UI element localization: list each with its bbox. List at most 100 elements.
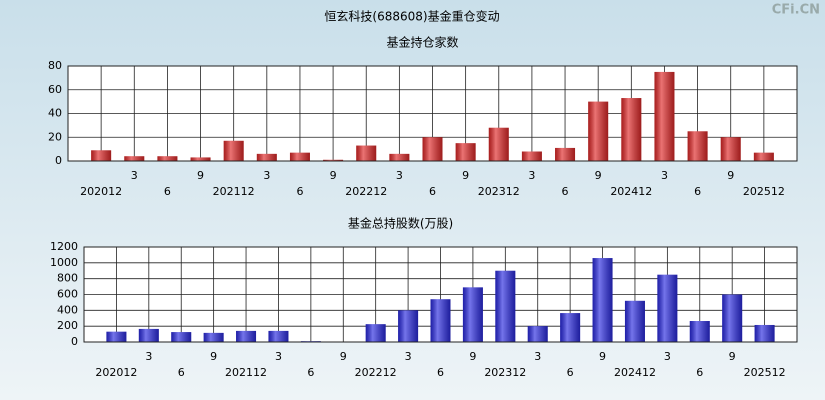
- x-tick-label: 6: [562, 185, 569, 198]
- bar-shine: [588, 101, 609, 161]
- plot-frame: [83, 246, 798, 343]
- bar-shine: [289, 152, 310, 161]
- bar-shine: [398, 310, 419, 342]
- y-tick-label: 60: [48, 83, 62, 96]
- x-tick-label: 3: [396, 169, 403, 182]
- bar-shine: [527, 326, 548, 342]
- bar-shine: [323, 159, 344, 161]
- bar-shine: [455, 143, 476, 161]
- y-tick-label: 40: [48, 107, 62, 120]
- bar-shine: [365, 324, 386, 342]
- bar-shine: [592, 258, 613, 342]
- bar-shine: [430, 299, 451, 342]
- x-tick-label: 3: [131, 169, 138, 182]
- bar-shine: [689, 321, 710, 342]
- watermark: CFi.CN: [772, 3, 820, 18]
- x-tick-label: 9: [330, 169, 337, 182]
- x-tick-label: 9: [462, 169, 469, 182]
- x-tick-label: 9: [595, 169, 602, 182]
- x-tick-label: 3: [528, 169, 535, 182]
- x-tick-label: 6: [567, 366, 574, 379]
- x-tick-label: 9: [599, 350, 606, 363]
- x-tick-label: 9: [197, 169, 204, 182]
- chart-subtitle: 基金持仓家数: [386, 35, 458, 50]
- x-tick-label: 202212: [345, 185, 387, 198]
- x-tick-label: 6: [694, 185, 701, 198]
- y-tick-label: 1200: [50, 240, 78, 253]
- y-tick-label: 0: [55, 154, 62, 167]
- x-tick-label: 3: [664, 350, 671, 363]
- x-tick-label: 6: [429, 185, 436, 198]
- bar-shine: [203, 332, 224, 342]
- x-tick-label: 202112: [213, 185, 255, 198]
- bar-shine: [91, 150, 112, 161]
- x-tick-label: 3: [661, 169, 668, 182]
- y-tick-label: 600: [57, 288, 78, 301]
- x-tick-label: 202512: [743, 185, 785, 198]
- x-tick-label: 202412: [610, 185, 652, 198]
- bar-shine: [687, 131, 708, 161]
- x-tick-label: 3: [405, 350, 412, 363]
- x-tick-label: 9: [210, 350, 217, 363]
- x-tick-label: 6: [696, 366, 703, 379]
- x-tick-label: 6: [178, 366, 185, 379]
- bar-shine: [488, 127, 509, 161]
- y-tick-label: 200: [57, 319, 78, 332]
- bar-shine: [753, 152, 774, 161]
- bar-shine: [657, 274, 678, 342]
- plot-frame: [67, 65, 798, 162]
- bar-shine: [462, 287, 483, 342]
- x-tick-label: 9: [729, 350, 736, 363]
- bar-shine: [106, 331, 127, 342]
- y-tick-label: 1000: [50, 256, 78, 269]
- bar-shine: [720, 137, 741, 161]
- bar-shine: [555, 147, 576, 161]
- bar-shine: [495, 270, 516, 342]
- bar-shine: [356, 145, 377, 161]
- bar-shine: [654, 71, 675, 161]
- bar-shine: [560, 313, 581, 342]
- bar-shine: [422, 137, 443, 161]
- x-tick-label: 3: [534, 350, 541, 363]
- y-tick-label: 400: [57, 303, 78, 316]
- bar-shine: [621, 98, 642, 161]
- x-tick-label: 202012: [80, 185, 122, 198]
- y-tick-label: 800: [57, 272, 78, 285]
- bar-shine: [521, 151, 542, 161]
- x-tick-label: 202112: [225, 366, 267, 379]
- x-tick-label: 6: [164, 185, 171, 198]
- y-tick-label: 0: [71, 335, 78, 348]
- bar-shine: [171, 332, 192, 342]
- x-tick-label: 9: [340, 350, 347, 363]
- bar-shine: [236, 330, 257, 342]
- bar-shine: [722, 294, 743, 342]
- x-tick-label: 3: [275, 350, 282, 363]
- chart-subtitle: 基金总持股数(万股): [348, 216, 453, 231]
- bar-shine: [223, 140, 244, 161]
- bar-shine: [124, 156, 145, 161]
- bar-shine: [389, 153, 410, 161]
- y-tick-label: 80: [48, 59, 62, 72]
- x-tick-label: 202012: [95, 366, 137, 379]
- bar-shine: [256, 153, 277, 161]
- x-tick-label: 202512: [744, 366, 786, 379]
- y-tick-label: 20: [48, 130, 62, 143]
- bar-shine: [190, 157, 211, 161]
- x-tick-label: 9: [727, 169, 734, 182]
- x-tick-label: 6: [296, 185, 303, 198]
- x-tick-label: 9: [469, 350, 476, 363]
- x-tick-label: 202312: [478, 185, 520, 198]
- x-tick-label: 6: [437, 366, 444, 379]
- chart-title: 恒玄科技(688608)基金重仓变动: [324, 9, 499, 24]
- x-tick-label: 3: [263, 169, 270, 182]
- bar-shine: [157, 156, 178, 161]
- x-tick-label: 202412: [614, 366, 656, 379]
- bar-shine: [624, 300, 645, 342]
- x-tick-label: 6: [307, 366, 314, 379]
- bar-shine: [268, 330, 289, 342]
- bar-shine: [138, 328, 159, 342]
- x-tick-label: 202212: [355, 366, 397, 379]
- x-tick-label: 3: [145, 350, 152, 363]
